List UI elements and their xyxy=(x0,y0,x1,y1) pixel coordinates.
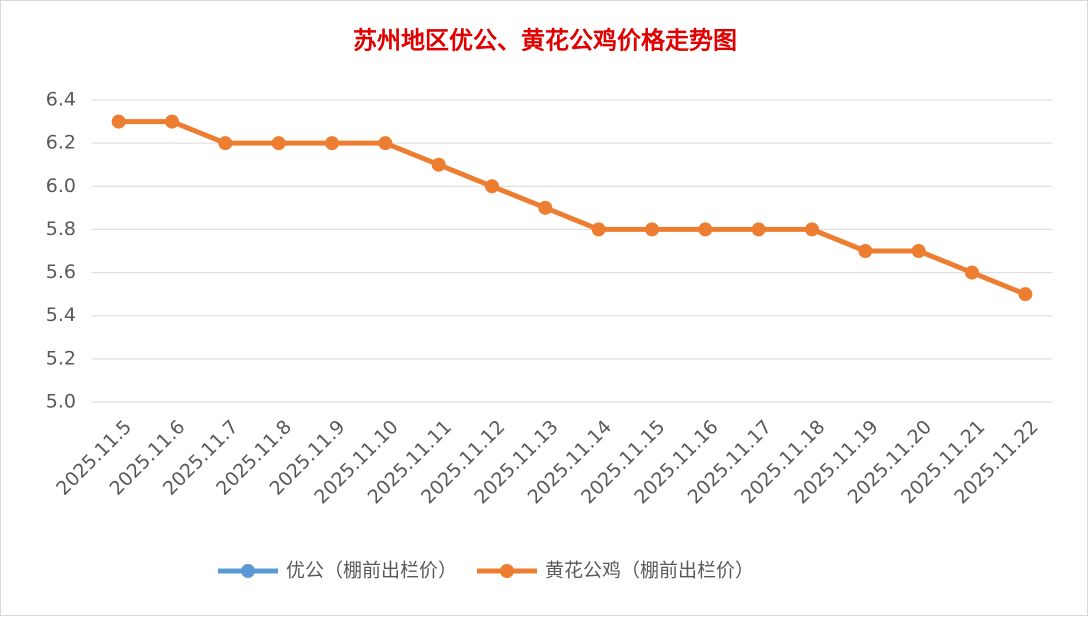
y-tick-label: 5.0 xyxy=(46,391,76,413)
legend-marker xyxy=(241,564,255,578)
legend-marker xyxy=(500,564,515,578)
y-tick-label: 5.8 xyxy=(46,218,76,240)
data-point xyxy=(965,265,979,280)
data-point xyxy=(378,136,393,151)
data-point xyxy=(751,222,766,237)
series-line xyxy=(118,119,1027,297)
data-point xyxy=(698,222,713,237)
data-point xyxy=(485,179,499,194)
legend-label: 优公（棚前出栏价） xyxy=(286,560,457,582)
y-tick-label: 5.4 xyxy=(46,304,76,326)
data-point xyxy=(218,136,233,151)
data-point xyxy=(431,157,446,172)
data-point xyxy=(645,222,659,237)
y-tick-label: 6.4 xyxy=(46,89,76,111)
data-point xyxy=(805,222,819,237)
data-point xyxy=(165,114,179,129)
y-tick-label: 6.0 xyxy=(46,175,76,197)
data-point xyxy=(271,136,286,151)
data-point xyxy=(591,222,606,237)
y-tick-label: 5.2 xyxy=(46,347,76,369)
data-point xyxy=(858,244,873,258)
data-point xyxy=(111,114,126,129)
data-point xyxy=(325,136,339,151)
legend-label: 黄花公鸡（棚前出栏价） xyxy=(545,560,754,582)
chart-title: 苏州地区优公、黄花公鸡价格走势图 xyxy=(353,26,737,55)
data-point xyxy=(911,244,926,258)
y-tick-label: 6.2 xyxy=(46,132,76,154)
data-point xyxy=(538,200,553,215)
y-tick-label: 5.6 xyxy=(46,261,76,283)
data-point xyxy=(1018,287,1033,302)
